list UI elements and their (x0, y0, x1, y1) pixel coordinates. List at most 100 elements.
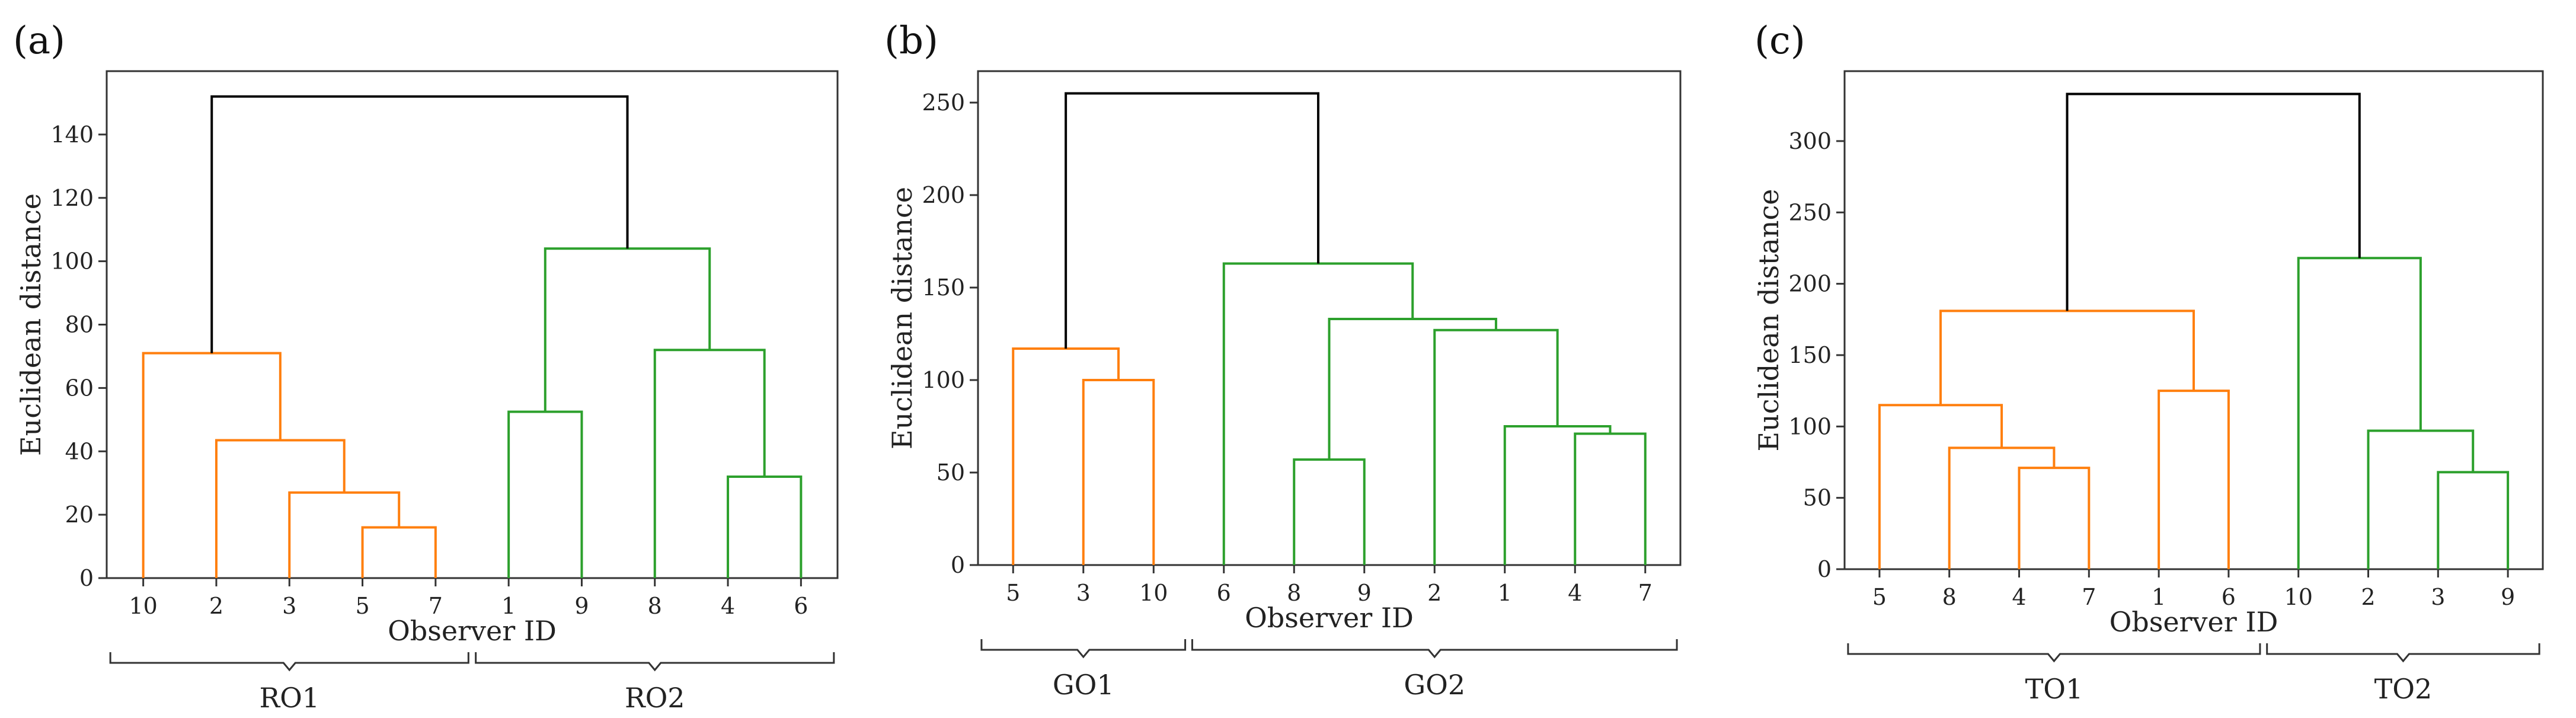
dendrogram-link-8 (544, 247, 711, 412)
y-tick-label: 100 (1788, 413, 1832, 439)
dendrogram-link-7 (653, 349, 766, 578)
leaf-label: 1 (1498, 580, 1512, 606)
leaf-label: 10 (1139, 580, 1168, 606)
dendrogram-link-9 (2066, 92, 2361, 311)
group-brace (980, 639, 1187, 659)
group-brace (475, 652, 835, 672)
panel-1: (a) 0 20 40 60 80 100 120 140 10 2 3 5 7 1 9 8 4 6 Euclidea… (13, 19, 839, 714)
dendrogram-link-3 (1878, 404, 2003, 569)
y-tick-label: 200 (1788, 271, 1832, 297)
leaf-label: 7 (429, 593, 443, 619)
leaf-label: 10 (2284, 584, 2313, 610)
group-label: RO2 (625, 682, 685, 714)
dendrogram-link-1 (1082, 379, 1155, 565)
group-label: GO1 (1053, 669, 1114, 701)
x-axis-label: Observer ID (2110, 606, 2278, 638)
leaf-label: 3 (1076, 580, 1091, 606)
leaf-label: 2 (1427, 580, 1442, 606)
group-label: GO2 (1404, 669, 1465, 701)
panel-3: (c) 0 50 100 150 200 250 300 5 8 4 7 1 6 10 2 3 9 Euclidea… (1753, 19, 2544, 705)
dendrogram-link-7 (2367, 429, 2475, 569)
dendrogram-link-1 (361, 526, 437, 578)
y-tick-label: 0 (951, 552, 965, 578)
group-label: TO2 (2374, 673, 2433, 705)
y-tick-label: 40 (65, 438, 94, 464)
dendrogram-link-9 (1065, 92, 1319, 349)
dendrogram-link-8 (2297, 257, 2422, 569)
dendrogram-link-9 (210, 95, 629, 353)
dendrogram-link-8 (1222, 262, 1414, 565)
plot-frame (977, 70, 1682, 566)
y-tick-label: 0 (1817, 556, 1832, 582)
y-tick-label: 140 (50, 122, 94, 148)
y-axis-label: Euclidean distance (15, 193, 47, 456)
leaf-label: 3 (2431, 584, 2445, 610)
leaf-label: 10 (129, 593, 157, 619)
dendrogram-link-5 (507, 410, 583, 578)
dendrogram-link-3 (215, 439, 346, 578)
panel-label: (b) (884, 19, 938, 63)
group-brace (2266, 643, 2540, 663)
dendrogram-link-6 (1433, 328, 1559, 565)
dendrogram-link-2 (1012, 347, 1120, 565)
leaf-label: 9 (574, 593, 589, 619)
panel-label: (c) (1754, 19, 1805, 63)
leaf-label: 8 (1287, 580, 1301, 606)
leaf-label: 1 (2152, 584, 2166, 610)
dendrogram-link-6 (2437, 471, 2510, 569)
y-tick-label: 0 (79, 565, 94, 591)
leaf-label: 5 (1872, 584, 1887, 610)
dendrogram-link-7 (1328, 318, 1497, 460)
y-tick-label: 50 (937, 459, 965, 486)
y-tick-label: 250 (1788, 199, 1832, 225)
group-brace (109, 652, 469, 672)
dendrogram-link-1 (2018, 467, 2091, 569)
y-tick-label: 60 (65, 375, 94, 401)
dendrogram-link-2 (288, 491, 401, 578)
group-brace (1191, 639, 1678, 659)
y-axis-label: Euclidean distance (886, 187, 918, 449)
leaf-label: 4 (1568, 580, 1582, 606)
leaf-label: 7 (1638, 580, 1653, 606)
leaf-label: 6 (1217, 580, 1231, 606)
y-tick-label: 300 (1788, 128, 1832, 154)
leaf-label: 8 (648, 593, 662, 619)
y-tick-label: 100 (922, 367, 965, 393)
y-tick-label: 80 (65, 312, 94, 338)
y-tick-label: 120 (50, 185, 94, 211)
dendrogram-link-5 (1503, 425, 1612, 565)
leaf-label: 4 (2012, 584, 2026, 610)
leaf-label: 8 (1942, 584, 1957, 610)
plot-frame (1843, 70, 2544, 570)
leaf-label: 6 (794, 593, 808, 619)
dendrogram-link-6 (727, 476, 803, 578)
dendrogram-link-2 (1948, 446, 2056, 569)
y-tick-label: 150 (922, 275, 965, 301)
leaf-label: 1 (501, 593, 516, 619)
dendrogram-link-4 (2158, 390, 2230, 569)
dendrogram-link-4 (1574, 432, 1647, 565)
panel-label: (a) (13, 19, 65, 63)
leaf-label: 7 (2082, 584, 2096, 610)
group-label: TO1 (2025, 673, 2083, 705)
y-tick-label: 100 (50, 248, 94, 275)
dendrogram-link-3 (1293, 458, 1366, 565)
y-axis-label: Euclidean distance (1753, 189, 1785, 451)
leaf-label: 6 (2222, 584, 2236, 610)
x-axis-label: Observer ID (388, 615, 557, 647)
y-tick-label: 200 (922, 182, 965, 208)
leaf-label: 5 (355, 593, 369, 619)
y-tick-label: 20 (65, 502, 94, 528)
panel-2: (b) 0 50 100 150 200 250 5 3 10 6 8 9 2 1 4 7 Euclidean d… (884, 19, 1682, 701)
leaf-label: 4 (721, 593, 735, 619)
leaf-label: 3 (282, 593, 296, 619)
group-label: RO1 (259, 682, 319, 714)
leaf-label: 2 (209, 593, 223, 619)
leaf-label: 5 (1006, 580, 1020, 606)
x-axis-label: Observer ID (1245, 602, 1414, 634)
leaf-label: 9 (1357, 580, 1372, 606)
y-tick-label: 250 (922, 90, 965, 116)
y-tick-label: 150 (1788, 342, 1832, 368)
dendrogram-link-4 (142, 352, 282, 578)
